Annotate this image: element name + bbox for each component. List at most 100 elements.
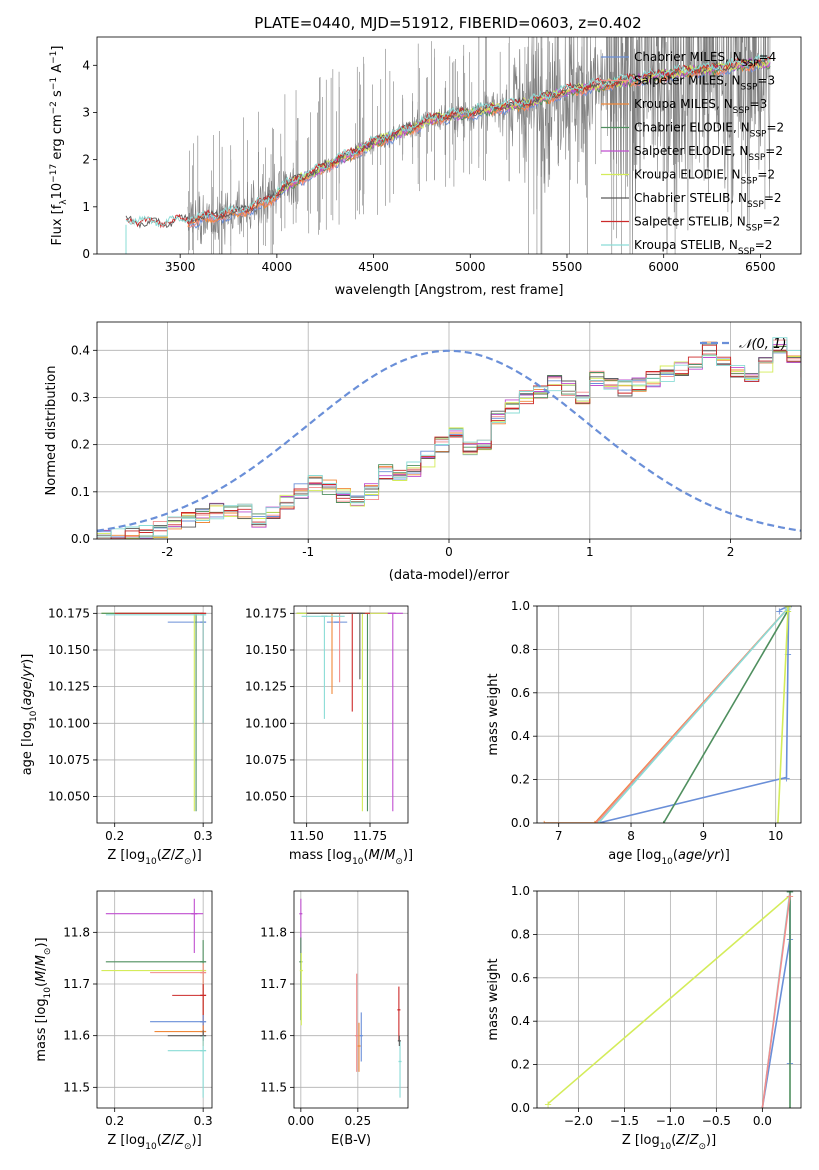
y-tick-label: 10.100 (48, 716, 90, 730)
series-marker: + (774, 819, 782, 830)
x-tick-label: 5500 (552, 260, 583, 274)
x-tick-label: 1 (586, 545, 594, 559)
y-tick-label: 10.175 (48, 606, 90, 620)
x-tick-label: 4500 (358, 260, 389, 274)
legend-model-name: Salpeter ELODIE (634, 144, 732, 158)
axis-ticks: 0.2 0.3 11.5 11.6 11.7 11.8 (63, 925, 212, 1128)
data-point-chabrier-stelib (397, 1035, 401, 1046)
residual-histogram-kroupa-elodie (97, 351, 801, 539)
legend-n-value: 2 (773, 215, 781, 229)
legend-model-name: Salpeter MILES (634, 74, 724, 88)
data-point-salpeter-stelib (397, 986, 401, 1041)
x-axis-label: Z [log10(Z/Z⊙)] (107, 848, 201, 867)
data-point-chabrier-miles (150, 1015, 207, 1036)
y-tick-label: 0.8 (511, 642, 530, 656)
x-tick-label: 8 (627, 829, 635, 843)
legend-label: 𝒩(0, 1) (739, 337, 786, 352)
x-axis-label: mass [log10(M/M⊙)] (289, 848, 413, 867)
spectrum-panel: 3500 4000 4500 5000 5500 6000 650001234Chabrie… (49, 36, 802, 298)
x-tick-label: 5000 (455, 260, 486, 274)
legend-model-name: Chabrier MILES (634, 50, 725, 64)
normal-distribution-curve (97, 349, 801, 532)
legend-n-value: 2 (765, 238, 773, 252)
series-marker: + (784, 650, 792, 661)
y-tick-label: 2 (82, 153, 90, 167)
data-point-salpeter-stelib (114, 612, 207, 724)
y-tick-label: 11.8 (260, 925, 287, 939)
series-marker: + (786, 1104, 794, 1115)
y-tick-label: 0.4 (71, 343, 90, 357)
series-kroupa-stelib: ++ (594, 606, 792, 830)
legend-label: Kroupa STELIB, NSSP=2 (634, 238, 772, 257)
data-point-kroupa-miles (357, 1022, 361, 1072)
x-axis-label: wavelength [Angstrom, rest frame] (335, 283, 564, 298)
x-tick-label: 0.2 (105, 829, 124, 843)
x-axis-label: Z [log10(Z/Z⊙)] (622, 1133, 716, 1152)
legend-model-name: Chabrier STELIB (634, 191, 730, 205)
series-marker: + (659, 819, 667, 830)
axes-frame (96, 605, 213, 824)
legend-label: Salpeter ELODIE, NSSP=2 (634, 144, 783, 163)
y-tick-label: 10.100 (245, 716, 287, 730)
data-point-kroupa-stelib (105, 614, 207, 724)
axis-ticks: 3500 4000 4500 5000 5500 6000 6500 0 1 2 3 4 (82, 58, 775, 274)
plot-area (299, 898, 402, 1098)
axis-ticks: −2.0 −1.5 −1.0 −0.5 0.0 0.0 0.2 0.4 0.6 0.8 1.0 (511, 884, 772, 1128)
x-tick-label: 0.00 (287, 1114, 314, 1128)
x-tick-label: 9 (700, 829, 708, 843)
axis-ticks: 0.00 0.25 11.5 11.6 11.7 11.8 (260, 925, 371, 1128)
x-axis-label: E(B-V) (331, 1133, 371, 1148)
y-tick-label: 10.075 (245, 753, 287, 767)
y-axis-label: mass weight (486, 673, 501, 755)
series-line (598, 606, 790, 823)
figure-title: PLATE=0440, MJD=51912, FIBERID=0603, z=0… (254, 14, 641, 32)
data-point-salpeter-miles (355, 973, 359, 1072)
series-marker: + (784, 606, 792, 617)
y-tick-label: 10.050 (245, 790, 287, 804)
axis-ticks: 11.50 11.75 10.050 10.075 10.100 10.125 10.150… (245, 606, 387, 843)
y-tick-label: 0.3 (71, 390, 90, 404)
y-tick-label: 0.2 (71, 438, 90, 452)
axes-frame (536, 890, 802, 1109)
series-kroupa-elodie: + + + (774, 606, 792, 830)
y-tick-label: 11.7 (63, 977, 90, 991)
series-marker: + (594, 819, 602, 830)
y-tick-label: 10.175 (245, 606, 287, 620)
model-line-chabrier-miles (187, 60, 770, 229)
y-tick-label: 10.125 (245, 680, 287, 694)
legend-model-name: Kroupa ELODIE (634, 168, 724, 182)
axis-ticks: -2 -1 0 1 2 0.0 0.1 0.2 0.3 0.4 (71, 343, 735, 559)
y-tick-label: 0.8 (511, 927, 530, 941)
legend-n-value: 3 (760, 97, 768, 111)
plot-area (101, 612, 207, 812)
data-point-kroupa-elodie (296, 612, 388, 812)
series-salpeter-miles: ++ (758, 891, 794, 1108)
x-tick-label: 7 (555, 829, 563, 843)
data-point-kroupa-miles (306, 612, 358, 694)
y-tick-label: 10.050 (48, 790, 90, 804)
residual-histogram-chabrier-miles (97, 352, 801, 539)
y-tick-label: 1.0 (511, 884, 530, 898)
legend-n-value: 2 (767, 168, 775, 182)
residual-histogram-chabrier-stelib (97, 350, 801, 539)
data-point-kroupa-stelib (301, 615, 345, 719)
x-tick-label: 10 (768, 829, 783, 843)
data-point-salpeter-stelib (306, 612, 370, 712)
y-tick-label: 11.6 (260, 1029, 287, 1043)
legend-model-name: Kroupa STELIB (634, 238, 721, 252)
x-tick-label: 11.75 (353, 829, 387, 843)
x-tick-label: −2.0 (564, 1114, 593, 1128)
y-tick-label: 0.1 (71, 485, 90, 499)
mass-weight-vs-age-panel: ++++++ +++++++++++7 8 9 100.00.20.40.60.81.0… (486, 599, 802, 867)
data-point-chabrier-elodie (105, 940, 207, 1015)
series-line (761, 895, 791, 1108)
series-chabrier-elodie: ++ (659, 606, 792, 830)
x-tick-label: 6500 (745, 260, 776, 274)
residual-histogram-kroupa-miles (97, 341, 801, 539)
x-axis-label: (data-model)/error (389, 568, 510, 583)
y-tick-label: 10.125 (48, 680, 90, 694)
x-tick-label: 2 (727, 545, 735, 559)
y-tick-label: 11.8 (63, 925, 90, 939)
legend-model-name: Kroupa MILES (634, 97, 716, 111)
